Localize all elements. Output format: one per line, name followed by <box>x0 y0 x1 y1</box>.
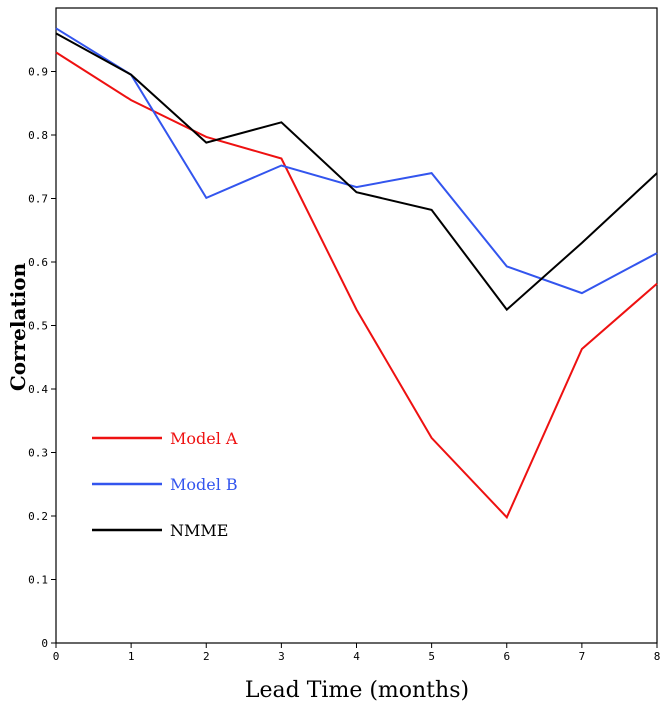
y-axis-ticks: 0 0.1 0.2 0.3 0.4 0.5 0.6 0.7 0.8 0.9 <box>28 66 56 650</box>
x-axis-label: Lead Time (months) <box>245 678 469 703</box>
x-tick-label: 4 <box>353 650 360 663</box>
x-tick-label: 2 <box>203 650 210 663</box>
x-tick-label: 0 <box>53 650 60 663</box>
series-line-model-b <box>55 27 658 295</box>
y-tick-label: 0.8 <box>28 129 48 142</box>
y-tick-label: 0.2 <box>28 510 48 523</box>
x-tick-label: 3 <box>278 650 285 663</box>
y-tick-label: 0.6 <box>28 256 48 269</box>
x-tick-label: 1 <box>128 650 135 663</box>
y-tick-label: 0 <box>41 637 48 650</box>
series-line-nmme <box>55 32 658 312</box>
x-tick-label: 8 <box>654 650 661 663</box>
series-lines <box>55 27 658 520</box>
y-tick-label: 0.4 <box>28 383 48 396</box>
legend-label: Model A <box>170 429 238 448</box>
y-tick-label: 0.9 <box>28 66 48 79</box>
legend-label: Model B <box>170 475 238 494</box>
y-axis-label: Correlation <box>6 262 30 391</box>
x-tick-label: 6 <box>503 650 510 663</box>
plot-frame <box>55 7 658 644</box>
legend: Model A Model B NMME <box>92 429 238 540</box>
y-tick-label: 0.3 <box>28 447 48 460</box>
series-line-model-a <box>55 51 658 520</box>
plot-border <box>55 7 658 644</box>
x-axis-ticks: 0 1 2 3 4 5 6 7 8 <box>53 643 661 663</box>
y-tick-label: 0.7 <box>28 193 48 206</box>
x-tick-label: 5 <box>428 650 435 663</box>
x-tick-label: 7 <box>579 650 586 663</box>
y-tick-label: 0.1 <box>28 574 48 587</box>
y-tick-label: 0.5 <box>28 320 48 333</box>
legend-label: NMME <box>170 521 228 540</box>
